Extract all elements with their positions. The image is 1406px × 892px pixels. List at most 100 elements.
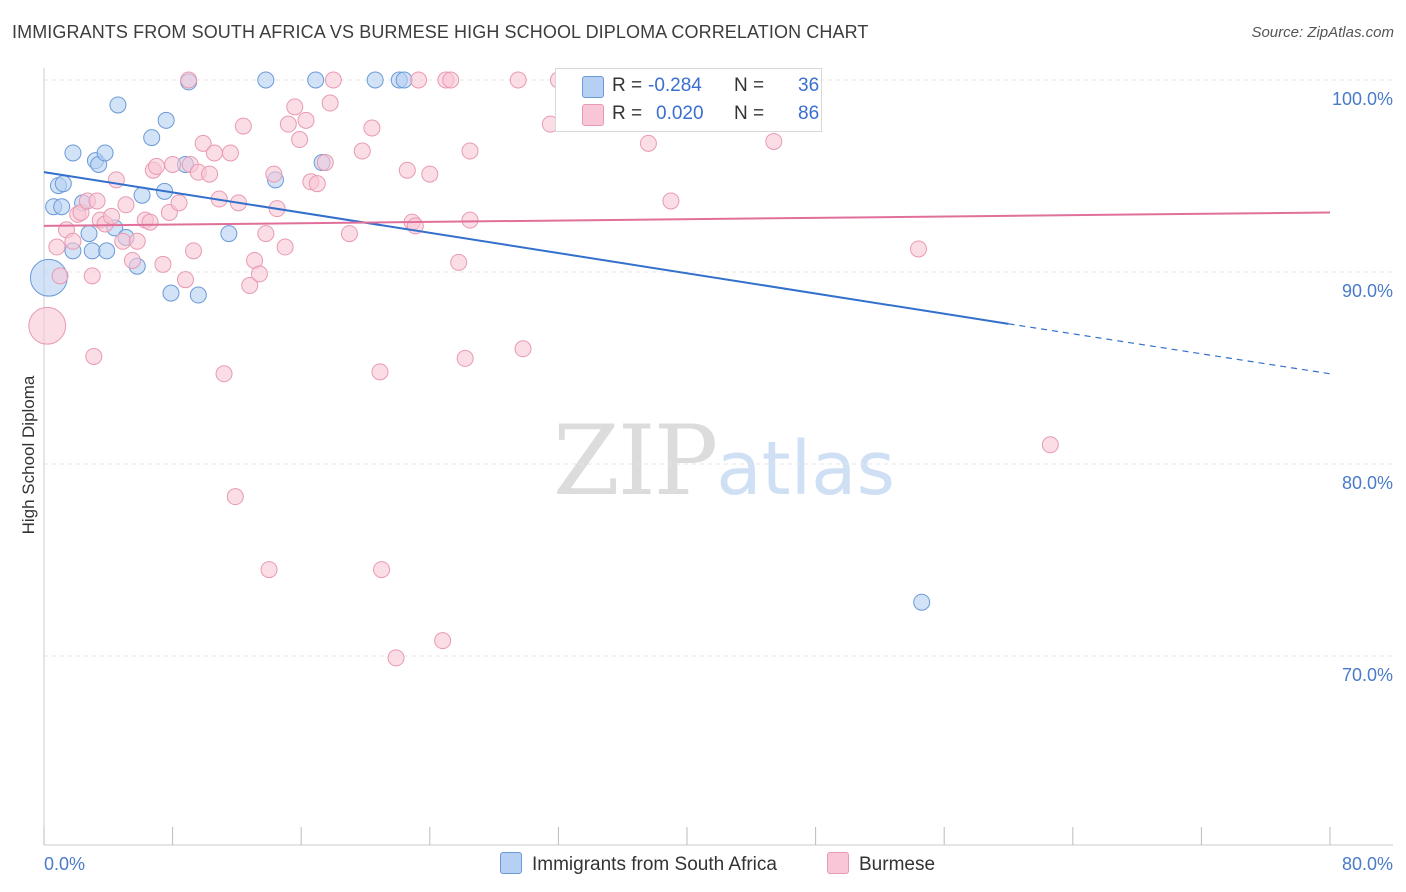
data-point-burmese: [107, 171, 125, 189]
data-point-south-africa: [80, 225, 98, 243]
data-point-burmese: [154, 255, 172, 273]
legend-label-south-africa: Immigrants from South Africa: [532, 854, 777, 875]
data-point-burmese: [250, 265, 268, 283]
data-point-burmese: [123, 251, 141, 269]
data-point-south-africa: [98, 242, 116, 260]
data-point-burmese: [308, 175, 326, 193]
data-point-burmese: [194, 134, 212, 152]
data-point-burmese: [321, 94, 339, 112]
data-point-burmese: [234, 117, 252, 135]
chart-source: Source: ZipAtlas.com: [1251, 24, 1394, 41]
data-point-burmese: [117, 196, 135, 214]
data-point-burmese: [373, 561, 391, 579]
data-point-burmese: [279, 115, 297, 133]
data-point-burmese: [909, 240, 927, 258]
data-point-burmese: [221, 144, 239, 162]
data-point-burmese: [48, 238, 66, 256]
trendline-burmese: [43, 211, 1331, 227]
data-point-burmese: [324, 71, 342, 89]
r-label: R =: [612, 75, 643, 96]
chart-title: IMMIGRANTS FROM SOUTH AFRICA VS BURMESE …: [12, 22, 869, 42]
data-point-burmese: [103, 207, 121, 225]
data-point-burmese: [176, 271, 194, 289]
trendline-south-africa-extension: [1008, 323, 1331, 375]
data-point-burmese: [148, 157, 166, 175]
data-point-burmese: [85, 347, 103, 365]
data-point-burmese: [410, 71, 428, 89]
watermark-atlas: atlas: [716, 426, 896, 512]
data-point-burmese: [461, 211, 479, 229]
data-point-burmese: [456, 349, 474, 367]
data-point-burmese: [316, 154, 334, 172]
data-point-burmese: [215, 365, 233, 383]
data-point-burmese: [128, 232, 146, 250]
data-point-south-africa: [366, 71, 384, 89]
legend-label-burmese: Burmese: [859, 854, 936, 875]
data-point-burmese: [257, 225, 275, 243]
data-point-south-africa: [54, 175, 72, 193]
data-point-south-africa: [96, 144, 114, 162]
data-point-burmese: [28, 306, 67, 345]
data-point-burmese: [276, 238, 294, 256]
stats-legend: R = -0.284 N = 36 R = 0.020 N = 86: [555, 68, 822, 132]
watermark: ZIPatlas: [553, 405, 895, 517]
data-point-burmese: [509, 71, 527, 89]
n-value-south-africa: 36: [798, 75, 820, 96]
data-point-south-africa: [395, 71, 413, 89]
y-axis-label: High School Diploma: [19, 375, 38, 534]
data-point-burmese: [265, 165, 283, 183]
data-point-burmese: [387, 649, 405, 667]
data-point-burmese: [353, 142, 371, 160]
data-point-burmese: [114, 232, 132, 250]
data-point-south-africa: [307, 71, 325, 89]
x-tick-label: 80.0%: [1342, 854, 1393, 874]
data-point-burmese: [514, 340, 532, 358]
y-tick-label: 70.0%: [1342, 665, 1393, 685]
data-point-south-africa: [109, 96, 127, 114]
data-point-burmese: [297, 111, 315, 129]
data-point-burmese: [363, 119, 381, 137]
data-point-south-africa: [162, 284, 180, 302]
y-tick-label: 90.0%: [1342, 281, 1393, 301]
data-point-burmese: [184, 242, 202, 260]
r-label: R =: [612, 103, 643, 124]
data-point-south-africa: [220, 225, 238, 243]
data-point-burmese: [639, 134, 657, 152]
data-point-burmese: [226, 488, 244, 506]
data-point-burmese: [291, 131, 309, 149]
data-point-burmese: [662, 192, 680, 210]
data-point-south-africa: [143, 129, 161, 147]
data-point-burmese: [442, 71, 460, 89]
data-point-burmese: [88, 192, 106, 210]
x-tick-label: 0.0%: [44, 854, 85, 874]
data-point-burmese: [286, 98, 304, 116]
data-point-south-africa: [64, 144, 82, 162]
y-tick-label: 80.0%: [1342, 473, 1393, 493]
data-point-burmese: [241, 276, 259, 294]
y-tick-label: 100.0%: [1332, 89, 1393, 109]
blue-swatch: [500, 852, 522, 874]
data-point-burmese: [83, 267, 101, 285]
data-point-burmese: [371, 363, 389, 381]
data-point-burmese: [201, 165, 219, 183]
data-point-south-africa: [257, 71, 275, 89]
data-point-burmese: [141, 213, 159, 231]
data-point-burmese: [434, 632, 452, 650]
data-point-south-africa: [189, 286, 207, 304]
data-point-south-africa: [157, 111, 175, 129]
data-point-south-africa: [133, 186, 151, 204]
legend-item-south-africa: Immigrants from South Africa: [500, 852, 777, 878]
data-point-burmese: [398, 161, 416, 179]
pink-swatch: [827, 852, 849, 874]
data-point-south-africa: [83, 242, 101, 260]
r-value-burmese: 0.020: [656, 103, 704, 124]
data-point-burmese: [461, 142, 479, 160]
n-label: N =: [734, 75, 765, 96]
data-point-burmese: [1041, 436, 1059, 454]
n-label: N =: [734, 103, 765, 124]
data-point-south-africa: [53, 198, 71, 216]
n-value-burmese: 86: [798, 103, 820, 124]
data-point-south-africa: [913, 593, 931, 611]
data-point-burmese: [51, 267, 69, 285]
